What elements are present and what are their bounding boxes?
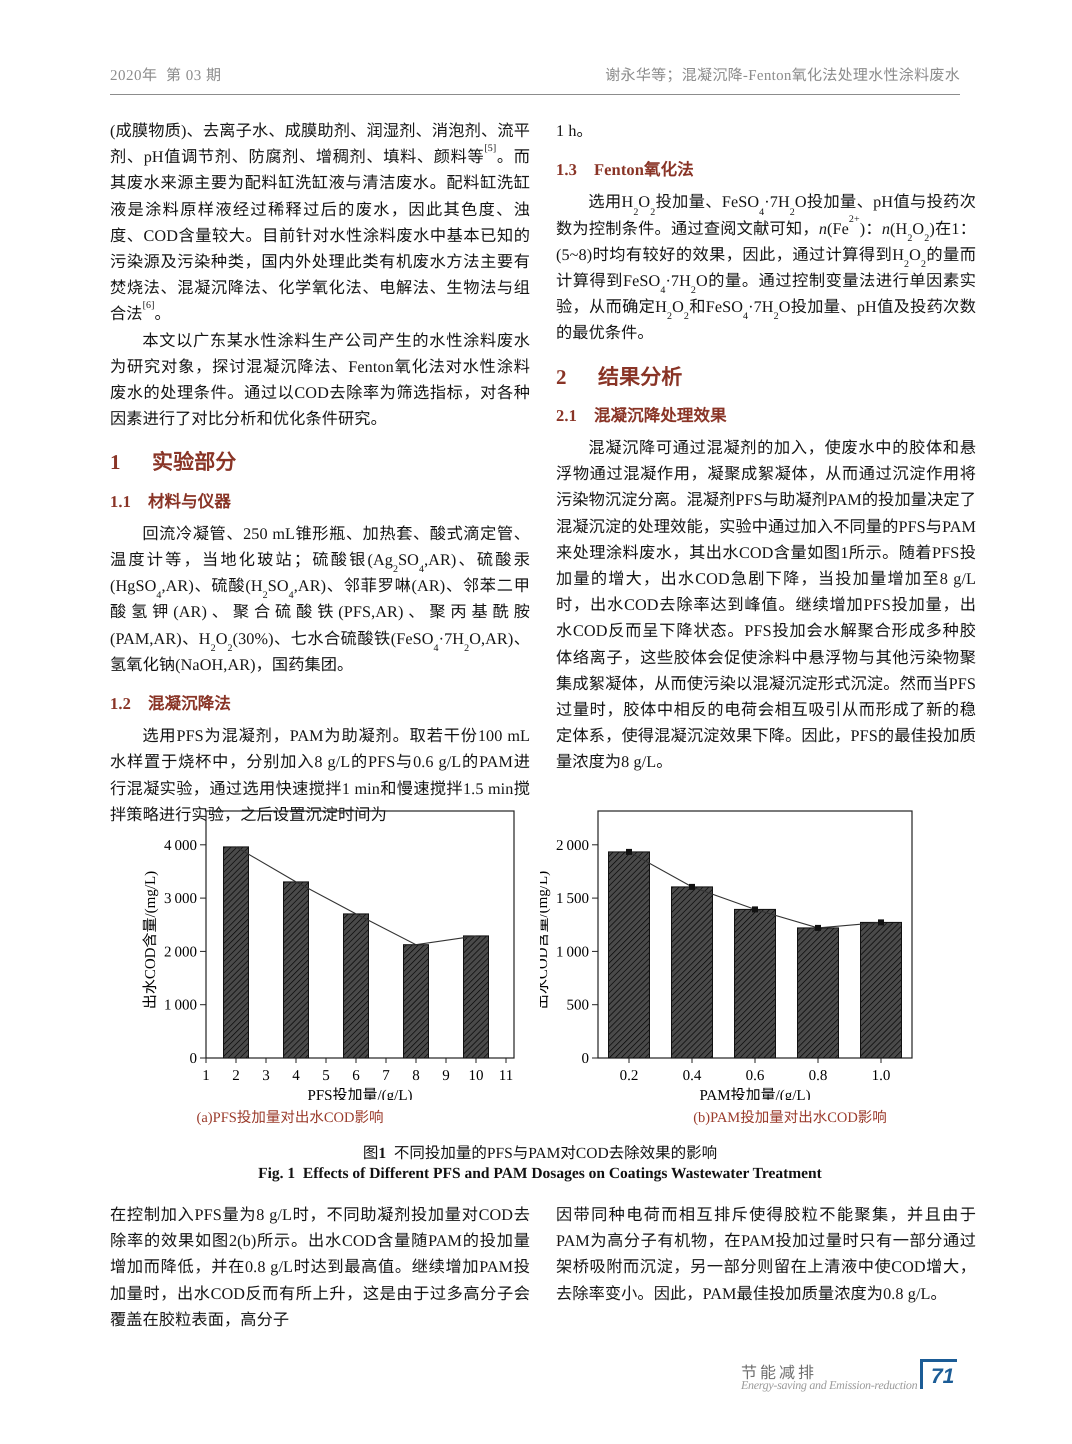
svg-text:10: 10	[469, 1068, 484, 1084]
svg-text:PAM投加量/(g/L): PAM投加量/(g/L)	[699, 1087, 810, 1100]
svg-text:0.8: 0.8	[809, 1068, 828, 1084]
svg-text:2 000: 2 000	[556, 838, 589, 854]
svg-text:8: 8	[412, 1068, 420, 1084]
svg-text:6: 6	[352, 1068, 360, 1084]
svg-text:出水COD含量/(mg/L): 出水COD含量/(mg/L)	[540, 871, 551, 1009]
svg-text:7: 7	[382, 1068, 390, 1084]
svg-text:500: 500	[567, 998, 590, 1014]
svg-text:2: 2	[232, 1068, 240, 1084]
svg-text:1: 1	[202, 1068, 210, 1084]
svg-text:0.2: 0.2	[620, 1068, 639, 1084]
svg-text:9: 9	[442, 1068, 450, 1084]
svg-text:1.0: 1.0	[872, 1068, 891, 1084]
svg-text:0: 0	[582, 1051, 590, 1067]
svg-text:2 000: 2 000	[164, 944, 197, 960]
svg-text:0.4: 0.4	[683, 1068, 702, 1084]
svg-text:出水COD含量/(mg/L): 出水COD含量/(mg/L)	[142, 871, 159, 1009]
svg-text:3 000: 3 000	[164, 891, 197, 907]
svg-text:1 000: 1 000	[556, 944, 589, 960]
svg-text:5: 5	[322, 1068, 330, 1084]
svg-text:4 000: 4 000	[164, 838, 197, 854]
svg-text:1 000: 1 000	[164, 998, 197, 1014]
svg-text:3: 3	[262, 1068, 270, 1084]
svg-text:0.6: 0.6	[746, 1068, 765, 1084]
svg-text:PFS投加量/(g/L): PFS投加量/(g/L)	[307, 1087, 412, 1100]
svg-text:1 500: 1 500	[556, 891, 589, 907]
svg-text:11: 11	[499, 1068, 513, 1084]
svg-text:4: 4	[292, 1068, 300, 1084]
svg-text:0: 0	[190, 1051, 198, 1067]
